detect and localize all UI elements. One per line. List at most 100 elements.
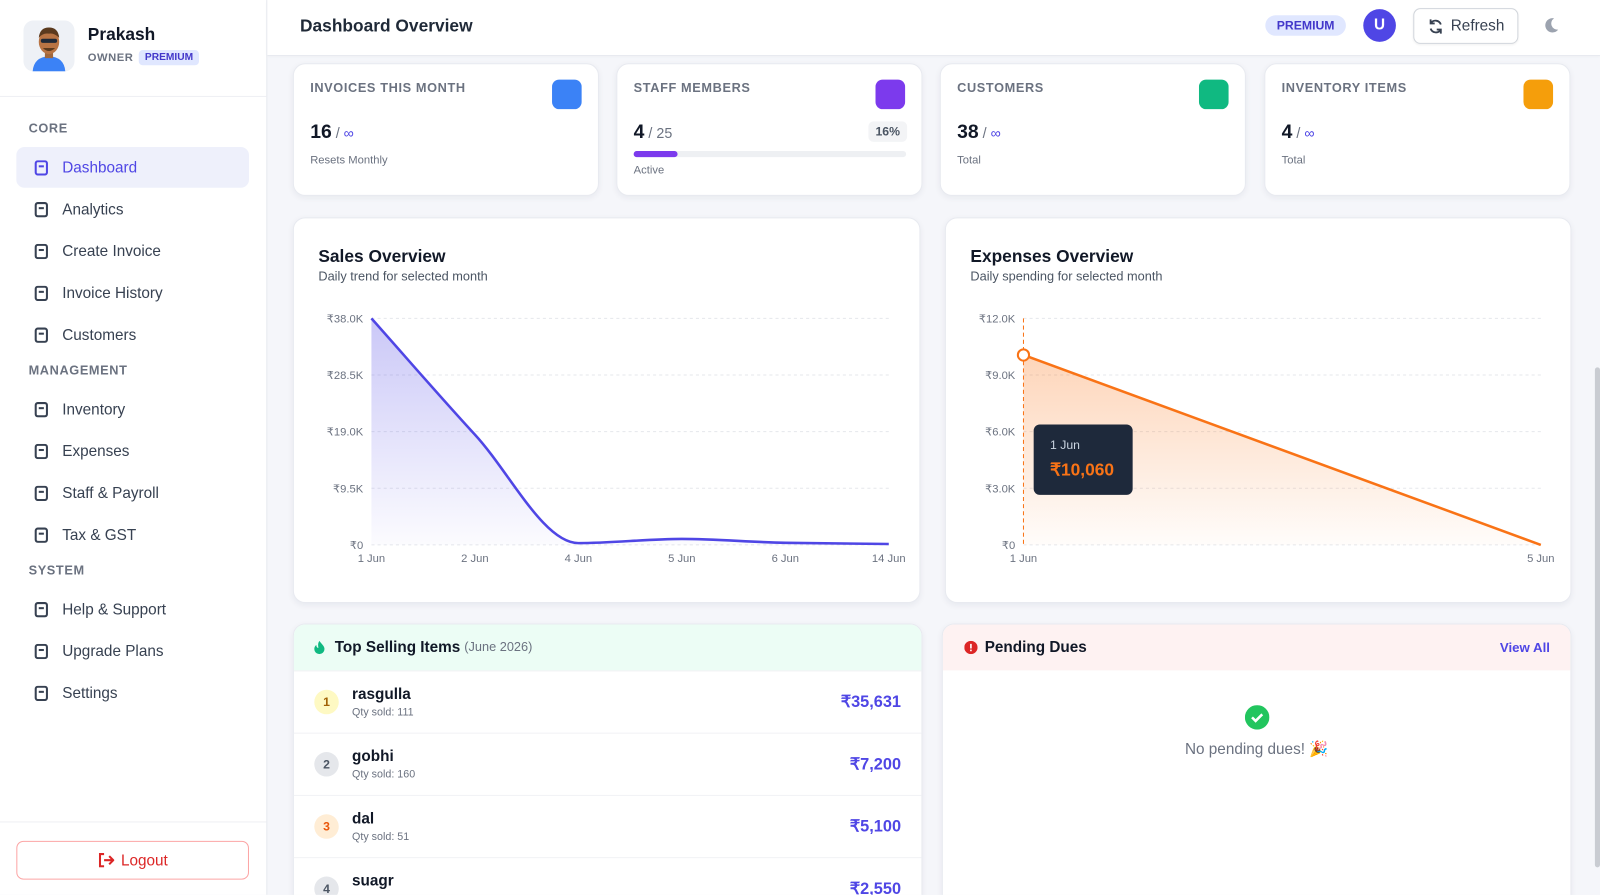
refresh-button[interactable]: Refresh: [1413, 8, 1519, 44]
qty-value: 111: [397, 706, 414, 719]
stat-limit: / ∞: [1292, 124, 1314, 140]
top-selling-card: Top Selling Items (June 2026) 1 rasgulla Q…: [292, 623, 923, 895]
stat-card: CUSTOMERS 38 / ∞ Total: [939, 63, 1246, 196]
nav-label: Tax & GST: [62, 526, 137, 544]
nav-label: Inventory: [62, 400, 126, 418]
item-amount: ₹5,100: [849, 818, 902, 836]
stat-number: 38: [957, 121, 979, 143]
stat-label: INVENTORY ITEMS: [1281, 80, 1407, 95]
y-tick-label: ₹38.0K: [327, 313, 364, 325]
separator: /: [1292, 124, 1305, 141]
icon-shape: [34, 602, 48, 618]
nav-item[interactable]: Help & Support: [16, 589, 249, 630]
nav-icon: [34, 285, 48, 302]
header: Dashboard Overview PREMIUM U Refresh: [267, 0, 1600, 57]
icon-shape: [38, 448, 44, 452]
nav-label: Settings: [62, 684, 118, 702]
x-tick-label: 2 Jun: [461, 553, 488, 565]
stat-number: 4: [633, 121, 645, 143]
separator: /: [331, 124, 344, 141]
nav-label: Help & Support: [62, 600, 167, 618]
qty-label: Qty sold:: [352, 830, 395, 843]
card-header: [942, 624, 1571, 671]
view-all-link[interactable]: View All: [1499, 639, 1550, 656]
y-tick-label: ₹9.5K: [333, 483, 364, 495]
item-qty: Qty sold: 111: [352, 706, 414, 718]
y-tick-label: ₹9.0K: [985, 370, 1016, 382]
nav-label: Staff & Payroll: [62, 484, 159, 502]
item-row: 2 gobhi Qty sold: 160 ₹7,200: [293, 732, 922, 796]
line: [1023, 353, 1542, 547]
icon-shape: [34, 485, 48, 502]
icon-shape: [34, 527, 48, 543]
item-amount: ₹7,200: [849, 756, 902, 774]
stat-card: STAFF MEMBERS 4 / 25 16% Active: [616, 63, 923, 196]
nav-item[interactable]: Settings: [16, 672, 249, 713]
stat-limit-value: ∞: [990, 124, 1001, 141]
logout-icon: [98, 853, 114, 868]
logout-button[interactable]: Logout: [16, 840, 249, 880]
y-tick-label: ₹28.5K: [327, 370, 364, 382]
nav-icon: [34, 443, 48, 460]
item-qty: Qty sold: 160: [352, 768, 415, 780]
item-name: dal: [352, 810, 375, 828]
nav-icon: [34, 485, 48, 502]
icon-shape: [38, 407, 44, 410]
nav-icon: [34, 602, 48, 618]
icon-shape: [38, 607, 44, 610]
stat-note: Total: [1281, 154, 1306, 167]
nav-item[interactable]: Inventory: [16, 389, 249, 430]
tooltip-label: 1 Jun: [1050, 438, 1080, 452]
nav-section-title: SYSTEM: [28, 563, 85, 578]
scrollbar[interactable]: [1594, 367, 1600, 868]
nav-item[interactable]: Tax & GST: [16, 514, 249, 555]
user-name: Prakash: [87, 24, 156, 44]
nav-item[interactable]: Upgrade Plans: [16, 631, 249, 672]
stat-limit-value: ∞: [1304, 124, 1315, 141]
icon-shape: [38, 532, 44, 535]
stat-card: INVENTORY ITEMS 4 / ∞ Total: [1264, 63, 1571, 196]
line: [370, 317, 889, 546]
theme-toggle[interactable]: [1543, 17, 1559, 33]
x-tick-label: 6 Jun: [772, 553, 799, 565]
nav-item[interactable]: Create Invoice: [16, 231, 249, 272]
expenses-chart: Expenses Overview Daily spending for sele…: [970, 246, 1554, 565]
stat-limit: / ∞: [979, 124, 1001, 140]
nav-item[interactable]: Dashboard: [16, 146, 249, 188]
rank-badge: 3: [314, 814, 339, 839]
icon-shape: [34, 202, 48, 218]
stat-value: 4 / 25: [634, 121, 673, 143]
qty-label: Qty sold:: [352, 768, 395, 781]
icon-shape: [34, 685, 48, 702]
stat-limit: / ∞: [332, 124, 354, 140]
item-amount: ₹2,550: [849, 880, 902, 895]
divider: [0, 95, 267, 97]
nav-icon: [34, 402, 48, 418]
tooltip-value: ₹10,060: [1050, 460, 1114, 480]
rank-badge: 1: [314, 689, 339, 715]
y-tick-label: ₹0: [1002, 540, 1015, 552]
icon-shape: [38, 332, 44, 335]
nav-item[interactable]: Analytics: [16, 189, 249, 230]
progress-track: [633, 151, 907, 158]
refresh-icon: [1429, 18, 1442, 34]
nav-item[interactable]: Expenses: [16, 431, 249, 472]
sales-card: Sales Overview Daily trend for selected m…: [292, 217, 921, 604]
stat-value: 16 / ∞: [310, 121, 354, 143]
nav-item[interactable]: Staff & Payroll: [16, 472, 249, 513]
nav-section-title: MANAGEMENT: [28, 363, 128, 378]
nav-item[interactable]: Invoice History: [16, 272, 249, 313]
stat-note: Active: [633, 164, 665, 177]
icon-shape: [34, 160, 48, 176]
chart-title: Sales Overview: [318, 246, 446, 266]
icon-shape: [34, 285, 48, 302]
pending-dues-card: Pending Dues View All No pending dues! 🎉: [941, 623, 1572, 895]
user-avatar-button[interactable]: U: [1363, 9, 1396, 42]
plan-badge: PREMIUM: [138, 49, 200, 66]
y-tick-label: ₹12.0K: [979, 313, 1016, 325]
icon-shape: [34, 643, 48, 660]
nav-item[interactable]: Customers: [16, 314, 249, 355]
separator: /: [978, 124, 991, 141]
nav-label: Invoice History: [62, 284, 163, 302]
sales-chart: Sales Overview Daily trend for selected m…: [318, 246, 905, 565]
